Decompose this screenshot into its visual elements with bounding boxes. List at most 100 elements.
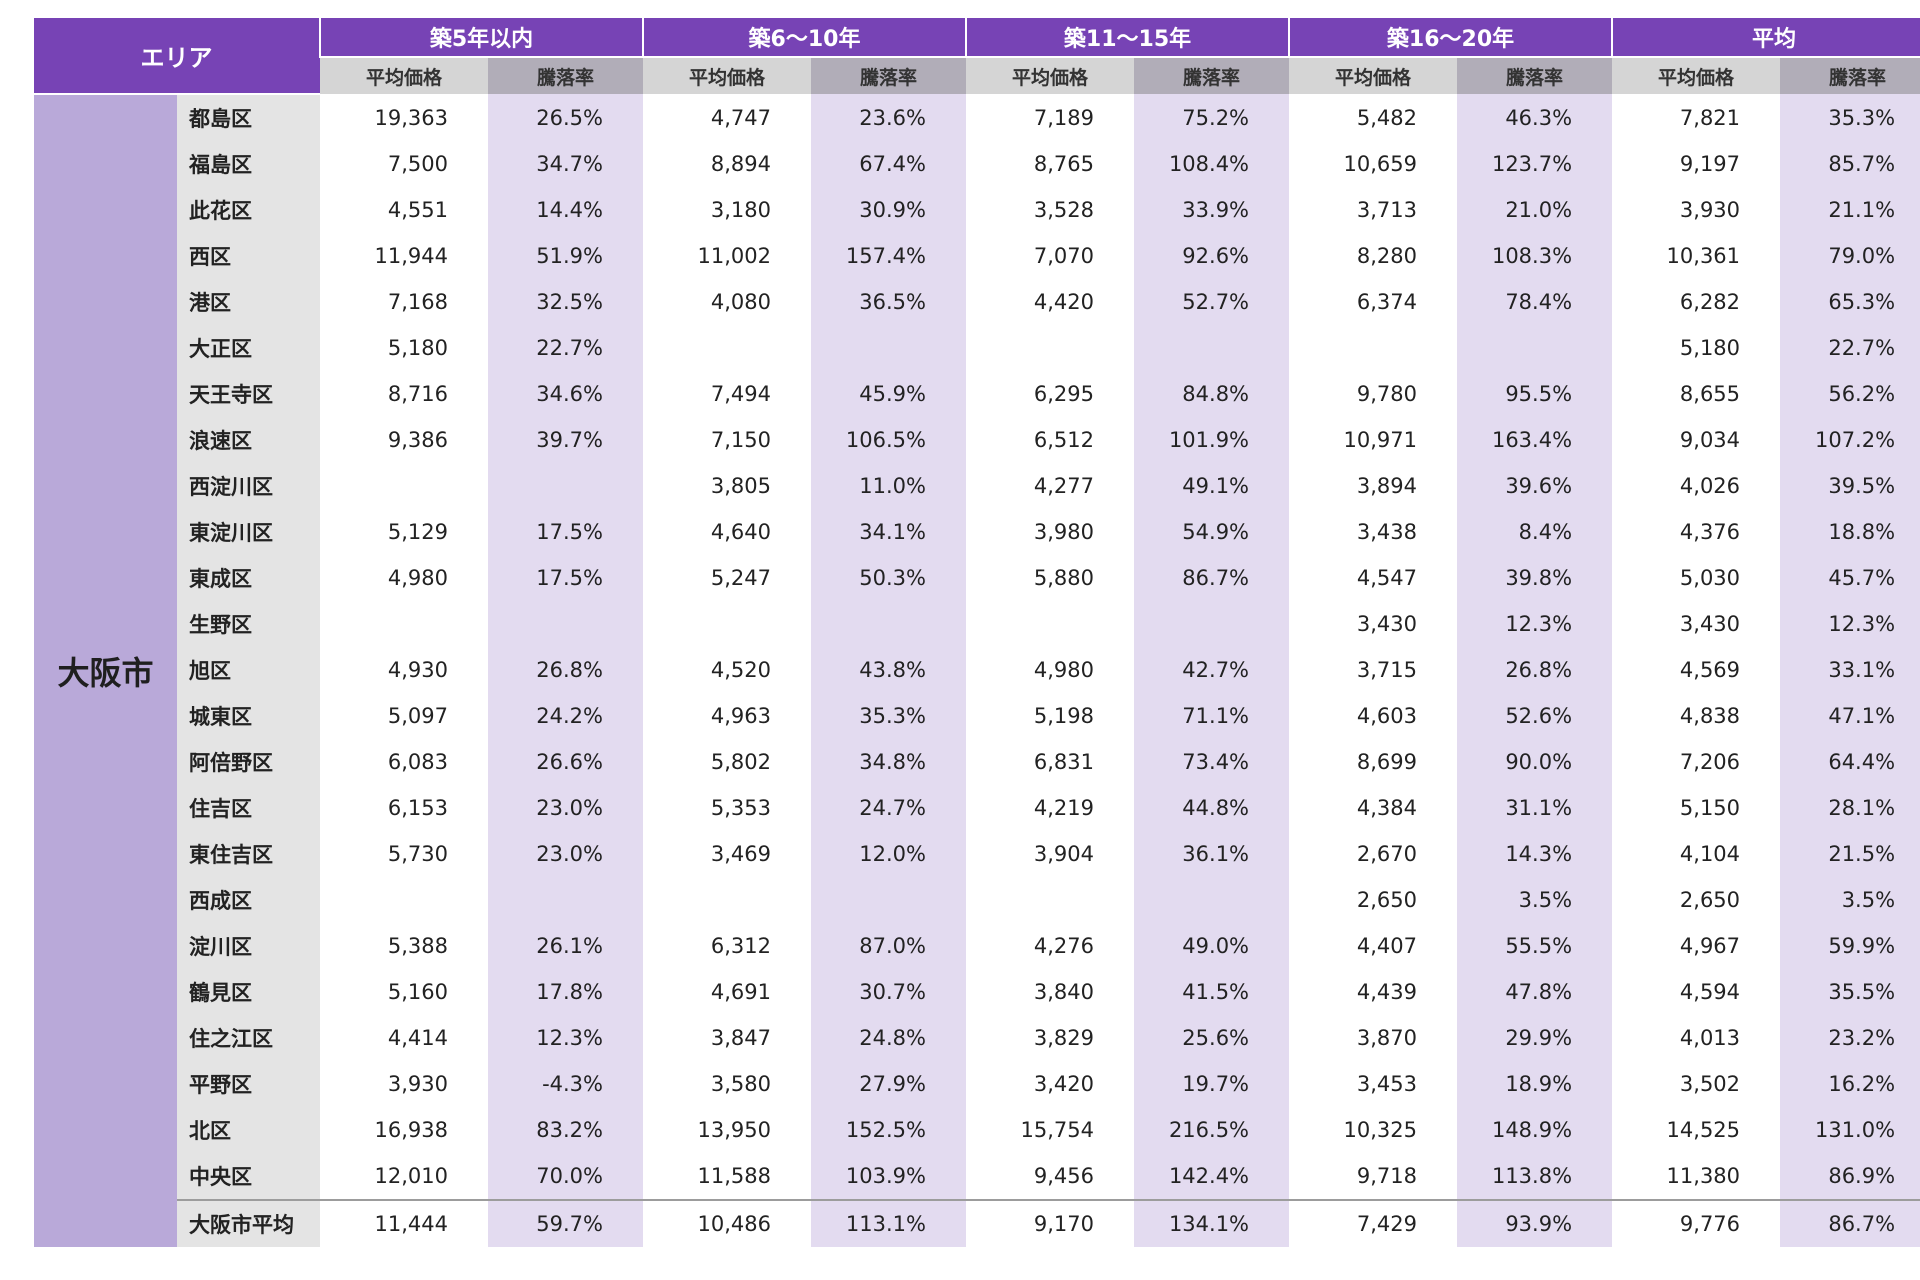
table-row: 天王寺区 8,716 34.6% 7,494 45.9% 6,295 84.8% 9,780 9… xyxy=(34,371,1920,417)
price-cell: 4,520 xyxy=(643,647,811,693)
rate-cell: 12.3% xyxy=(1780,601,1920,647)
table-row: 城東区 5,097 24.2% 4,963 35.3% 5,198 71.1% 4,603 52… xyxy=(34,693,1920,739)
rate-cell xyxy=(811,877,966,923)
price-header: 平均価格 xyxy=(1289,57,1458,94)
price-cell: 12,010 xyxy=(320,1153,488,1200)
rate-cell: 23.0% xyxy=(488,831,643,877)
price-cell: 7,494 xyxy=(643,371,811,417)
price-cell: 7,821 xyxy=(1612,94,1781,141)
price-cell: 5,730 xyxy=(320,831,488,877)
price-cell: 3,438 xyxy=(1289,509,1458,555)
price-cell: 3,420 xyxy=(966,1061,1134,1107)
rate-cell: 24.8% xyxy=(811,1015,966,1061)
rate-cell: 35.3% xyxy=(1780,94,1920,141)
table-row: 此花区 4,551 14.4% 3,180 30.9% 3,528 33.9% 3,713 21… xyxy=(34,187,1920,233)
price-cell: 7,070 xyxy=(966,233,1134,279)
price-cell: 4,747 xyxy=(643,94,811,141)
district-name: 西成区 xyxy=(177,877,320,923)
rate-cell xyxy=(811,325,966,371)
price-cell: 4,930 xyxy=(320,647,488,693)
price-cell: 3,502 xyxy=(1612,1061,1781,1107)
rate-cell: 22.7% xyxy=(488,325,643,371)
price-cell: 3,805 xyxy=(643,463,811,509)
price-cell: 6,831 xyxy=(966,739,1134,785)
price-cell: 8,765 xyxy=(966,141,1134,187)
price-cell: 7,500 xyxy=(320,141,488,187)
price-cell: 4,414 xyxy=(320,1015,488,1061)
rate-cell: 23.2% xyxy=(1780,1015,1920,1061)
rate-cell: 73.4% xyxy=(1134,739,1290,785)
rate-cell: 17.5% xyxy=(488,509,643,555)
price-cell: 3,930 xyxy=(1612,187,1781,233)
rate-cell: 32.5% xyxy=(488,279,643,325)
price-cell: 8,280 xyxy=(1289,233,1458,279)
price-cell: 6,295 xyxy=(966,371,1134,417)
rate-header: 騰落率 xyxy=(1780,57,1920,94)
price-cell: 10,971 xyxy=(1289,417,1458,463)
price-table: エリア 築5年以内 築6〜10年 築11〜15年 築16〜20年 平均 平均価格… xyxy=(34,18,1920,1247)
rate-cell: 54.9% xyxy=(1134,509,1290,555)
price-cell: 10,361 xyxy=(1612,233,1781,279)
rate-cell: 21.5% xyxy=(1780,831,1920,877)
price-cell: 3,528 xyxy=(966,187,1134,233)
rate-cell: 31.1% xyxy=(1457,785,1613,831)
price-cell: 11,444 xyxy=(320,1199,488,1247)
price-cell: 4,603 xyxy=(1289,693,1458,739)
price-cell: 9,776 xyxy=(1612,1199,1781,1247)
rate-cell: 27.9% xyxy=(811,1061,966,1107)
price-header: 平均価格 xyxy=(320,57,488,94)
price-cell: 5,198 xyxy=(966,693,1134,739)
rate-cell: 34.8% xyxy=(811,739,966,785)
rate-cell: 47.8% xyxy=(1457,969,1613,1015)
rate-cell: 65.3% xyxy=(1780,279,1920,325)
rate-cell: 90.0% xyxy=(1457,739,1613,785)
price-cell: 2,650 xyxy=(1612,877,1781,923)
price-cell: 10,659 xyxy=(1289,141,1458,187)
price-cell: 6,312 xyxy=(643,923,811,969)
rate-cell: -4.3% xyxy=(488,1061,643,1107)
group-header-6-10-years: 築6〜10年 xyxy=(642,18,966,58)
rate-cell: 216.5% xyxy=(1134,1107,1290,1153)
rate-cell: 84.8% xyxy=(1134,371,1290,417)
price-cell: 3,870 xyxy=(1289,1015,1458,1061)
rate-cell: 78.4% xyxy=(1457,279,1613,325)
price-cell: 3,840 xyxy=(966,969,1134,1015)
table-row: 東淀川区 5,129 17.5% 4,640 34.1% 3,980 54.9% 3,438 8… xyxy=(34,509,1920,555)
table-row: 北区 16,938 83.2% 13,950 152.5% 15,754 216.5% 10,… xyxy=(34,1107,1920,1153)
price-cell: 8,699 xyxy=(1289,739,1458,785)
price-cell: 8,655 xyxy=(1612,371,1781,417)
table-row: 住吉区 6,153 23.0% 5,353 24.7% 4,219 44.8% 4,384 31… xyxy=(34,785,1920,831)
rate-cell: 28.1% xyxy=(1780,785,1920,831)
price-cell: 5,097 xyxy=(320,693,488,739)
price-cell: 4,420 xyxy=(966,279,1134,325)
rate-cell: 17.5% xyxy=(488,555,643,601)
price-cell: 9,034 xyxy=(1612,417,1781,463)
rate-cell: 3.5% xyxy=(1457,877,1613,923)
rate-cell: 39.5% xyxy=(1780,463,1920,509)
price-cell: 4,080 xyxy=(643,279,811,325)
table-row: 中央区 12,010 70.0% 11,588 103.9% 9,456 142.4% 9,7… xyxy=(34,1153,1920,1200)
rate-cell: 35.5% xyxy=(1780,969,1920,1015)
price-cell: 4,838 xyxy=(1612,693,1781,739)
price-cell: 4,963 xyxy=(643,693,811,739)
district-name: 都島区 xyxy=(177,94,320,141)
price-cell: 4,551 xyxy=(320,187,488,233)
price-cell: 16,938 xyxy=(320,1107,488,1153)
district-name: 西区 xyxy=(177,233,320,279)
price-cell: 8,716 xyxy=(320,371,488,417)
rate-cell: 44.8% xyxy=(1134,785,1290,831)
price-cell: 6,153 xyxy=(320,785,488,831)
rate-cell xyxy=(488,463,643,509)
price-cell: 4,547 xyxy=(1289,555,1458,601)
table-row: 住之江区 4,414 12.3% 3,847 24.8% 3,829 25.6% 3,870 2… xyxy=(34,1015,1920,1061)
district-name: 生野区 xyxy=(177,601,320,647)
price-cell: 3,469 xyxy=(643,831,811,877)
rate-cell: 3.5% xyxy=(1780,877,1920,923)
price-cell: 4,276 xyxy=(966,923,1134,969)
table-row: 東住吉区 5,730 23.0% 3,469 12.0% 3,904 36.1% 2,670 1… xyxy=(34,831,1920,877)
rate-cell: 67.4% xyxy=(811,141,966,187)
rate-cell: 18.9% xyxy=(1457,1061,1613,1107)
price-cell: 3,715 xyxy=(1289,647,1458,693)
rate-cell: 17.8% xyxy=(488,969,643,1015)
price-cell: 4,439 xyxy=(1289,969,1458,1015)
